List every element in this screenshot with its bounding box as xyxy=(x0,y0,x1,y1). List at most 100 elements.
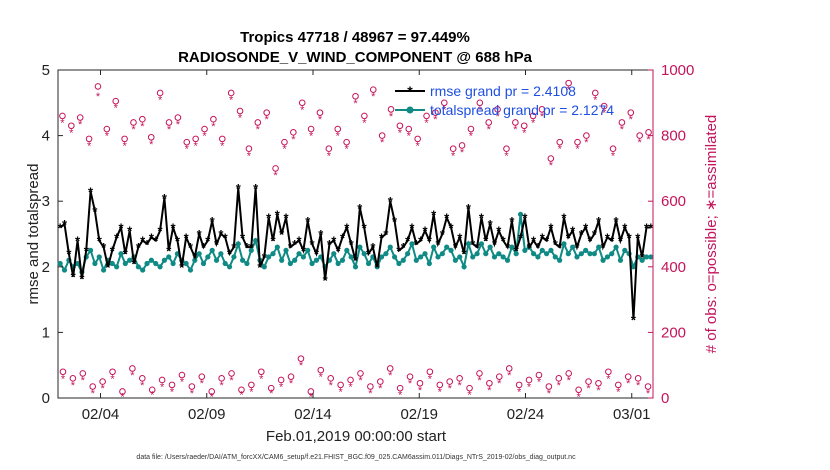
obs_possible_lower-point xyxy=(644,383,652,390)
totalspread-point xyxy=(218,251,224,257)
obs_assimilated_upper-point: * xyxy=(629,114,634,126)
obs_assimilated_lower-point: * xyxy=(606,373,611,385)
obs_assimilated_lower-point: * xyxy=(557,380,562,392)
rmse-point: * xyxy=(375,260,381,275)
totalspread-point xyxy=(400,257,406,263)
obs_possible_lower-point xyxy=(158,376,166,384)
totalspread-point xyxy=(444,244,450,250)
obs_possible_lower-point xyxy=(555,375,563,382)
totalspread-point xyxy=(574,254,580,260)
totalspread-point xyxy=(279,257,285,263)
totalspread-point xyxy=(622,247,628,253)
totalspread-point xyxy=(478,241,485,247)
rmse-point: * xyxy=(475,240,481,255)
rmse-point: * xyxy=(531,234,537,249)
totalspread-point xyxy=(604,254,610,260)
rmse-point: * xyxy=(492,237,498,252)
rmse-point: * xyxy=(58,220,64,235)
obs_assimilated_upper-point: * xyxy=(442,104,447,116)
totalspread-point xyxy=(140,267,146,273)
totalspread-point xyxy=(609,251,615,257)
obs_possible_upper-point xyxy=(272,165,279,172)
obs_possible_lower-point xyxy=(228,370,235,377)
obs_possible_lower-point xyxy=(297,355,305,362)
obs_possible_upper-point xyxy=(512,119,519,126)
rmse-point: * xyxy=(483,234,489,249)
rmse-point: * xyxy=(548,220,554,235)
obs_possible_upper-point xyxy=(59,112,66,120)
obs_assimilated_upper-point: * xyxy=(549,160,554,172)
rmse-point: * xyxy=(622,220,628,235)
rmse-point: * xyxy=(262,250,268,265)
chart-title-line2: RADIOSONDE_V_WIND_COMPONENT @ 688 hPa xyxy=(178,49,533,66)
rmse-point: * xyxy=(592,227,598,242)
totalspread-point xyxy=(474,251,480,257)
obs_possible_upper-point xyxy=(369,86,377,93)
obs_possible_lower-point xyxy=(456,375,463,382)
rmse-point: * xyxy=(301,243,307,258)
totalspread-point xyxy=(161,257,168,263)
obs_possible_upper-point xyxy=(325,145,333,153)
obs_possible_lower-point xyxy=(634,375,642,382)
obs_possible_upper-point xyxy=(414,135,421,143)
rmse-point: * xyxy=(379,230,385,245)
totalspread-point xyxy=(457,254,463,260)
totalspread-point xyxy=(504,257,511,263)
rmse-point: * xyxy=(535,240,541,255)
obs_assimilated_upper-point: * xyxy=(211,121,216,133)
obs_possible_lower-point xyxy=(476,370,483,377)
obs_possible_lower-point xyxy=(386,365,394,372)
obs_possible_lower-point xyxy=(287,373,295,380)
obs_assimilated_lower-point: * xyxy=(61,373,66,385)
totalspread-point xyxy=(530,251,537,257)
obs_possible_lower-point xyxy=(257,368,265,376)
rmse-point: * xyxy=(618,234,624,249)
obs_assimilated_upper-point: * xyxy=(105,131,110,143)
obs_possible_lower-point xyxy=(218,375,225,382)
totalspread-point xyxy=(352,264,359,270)
y-right-tick-label: 800 xyxy=(661,128,686,145)
obs_assimilated_upper-point: * xyxy=(584,137,589,149)
obs_possible_upper-point xyxy=(494,106,501,113)
obs_assimilated_lower-point: * xyxy=(497,378,502,390)
obs_possible_upper-point xyxy=(290,129,297,136)
rmse-point: * xyxy=(418,234,424,249)
totalspread-point xyxy=(357,244,363,250)
totalspread-point xyxy=(630,264,637,270)
obs_assimilated_upper-point: * xyxy=(336,131,341,143)
obs_assimilated_upper-point: * xyxy=(273,170,278,182)
obs_possible_upper-point xyxy=(618,119,626,126)
rmse-point: * xyxy=(414,237,420,252)
obs_possible_upper-point xyxy=(423,112,430,120)
totalspread-point xyxy=(222,260,228,267)
obs_assimilated_lower-point: * xyxy=(180,377,185,389)
obs_assimilated_lower-point: * xyxy=(120,391,125,403)
totalspread-point xyxy=(192,257,198,263)
totalspread-point xyxy=(200,260,207,267)
rmse-point: * xyxy=(505,240,511,255)
totalspread-point xyxy=(101,267,107,273)
totalspread-point xyxy=(209,247,215,253)
rmse-point: * xyxy=(175,234,181,249)
obs_assimilated_lower-point: * xyxy=(616,386,621,398)
obs_possible_lower-point xyxy=(416,379,424,387)
obs_assimilated_lower-point: * xyxy=(140,380,145,392)
obs_assimilated_lower-point: * xyxy=(596,385,601,397)
rmse-point: * xyxy=(388,194,394,209)
obs_possible_lower-point xyxy=(436,381,444,389)
rmse-point: * xyxy=(566,230,572,245)
obs_possible_upper-point xyxy=(121,135,128,143)
rmse-point: * xyxy=(583,220,589,235)
obs_assimilated_upper-point: * xyxy=(646,134,651,146)
rmse-point: * xyxy=(223,230,229,245)
obs_assimilated_upper-point: * xyxy=(220,140,225,152)
rmse-point: * xyxy=(197,227,203,242)
rmse-point: * xyxy=(627,230,633,245)
obs_possible_lower-point xyxy=(535,371,543,379)
obs_possible_upper-point xyxy=(139,115,146,123)
obs_possible_lower-point xyxy=(515,381,523,389)
rmse-point: * xyxy=(453,240,459,255)
obs_assimilated_lower-point: * xyxy=(358,375,363,387)
rmse-point: * xyxy=(279,227,285,242)
obs_assimilated_upper-point: * xyxy=(60,117,65,129)
